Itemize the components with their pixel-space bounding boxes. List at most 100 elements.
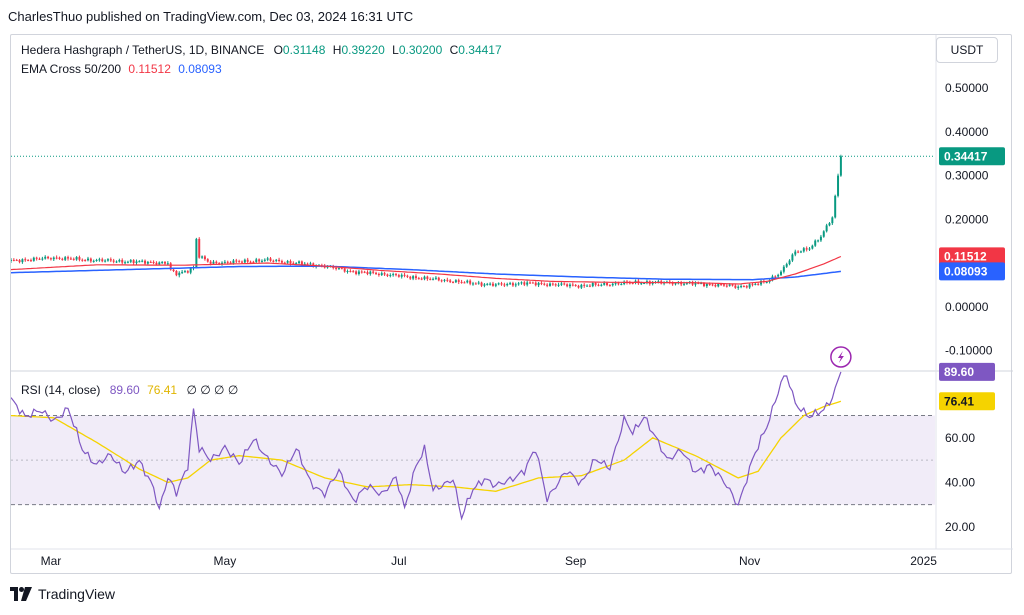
- candle-body: [226, 261, 229, 263]
- candle-body: [152, 261, 155, 263]
- candle-body: [586, 285, 589, 287]
- candle-body: [603, 283, 606, 285]
- candle-body: [206, 259, 209, 262]
- time-tick-label: Sep: [565, 554, 587, 568]
- candle-body: [751, 284, 754, 286]
- candle-body: [697, 283, 700, 285]
- candle-body: [414, 276, 417, 279]
- candle-body: [229, 262, 232, 264]
- candle-body: [831, 217, 834, 224]
- high-label: H: [332, 43, 342, 57]
- candle-body: [591, 283, 594, 287]
- candle-body: [494, 284, 497, 286]
- candle-body: [568, 284, 571, 287]
- candle-body: [805, 248, 808, 250]
- candle-body: [298, 261, 301, 264]
- candle-body: [546, 284, 549, 286]
- candle-body: [463, 282, 466, 284]
- candle-body: [745, 286, 748, 288]
- candle-body: [355, 271, 358, 274]
- candle-body: [135, 261, 138, 263]
- candle-body: [343, 268, 346, 272]
- chart-frame[interactable]: 0.500000.400000.300000.200000.100000.000…: [10, 34, 1013, 575]
- candle-body: [685, 282, 688, 284]
- candle-body: [491, 283, 494, 286]
- candle-body: [241, 261, 243, 263]
- candle-body: [708, 283, 711, 285]
- candle-body: [35, 257, 38, 259]
- candle-body: [711, 284, 714, 286]
- candle-body: [608, 285, 611, 287]
- candle-body: [486, 283, 489, 285]
- candle-body: [837, 175, 840, 196]
- candle-body: [49, 258, 52, 260]
- candle-body: [606, 283, 609, 286]
- candle-body: [72, 258, 75, 260]
- candle-body: [67, 257, 70, 259]
- tradingview-footer[interactable]: TradingView: [10, 586, 115, 602]
- price-tick-label: -0.10000: [945, 344, 993, 358]
- candle-body: [594, 283, 597, 285]
- candle-body: [551, 283, 554, 285]
- candle-body: [628, 282, 631, 284]
- candle-body: [104, 260, 107, 262]
- time-tick-label: Jul: [391, 554, 406, 568]
- candle-body: [620, 284, 623, 286]
- open-label: O: [273, 43, 283, 57]
- candle-body: [280, 261, 283, 263]
- candle-body: [614, 283, 617, 285]
- candle-body: [346, 271, 349, 273]
- candle-body: [41, 258, 44, 260]
- ema50-value: 0.11512: [128, 62, 171, 76]
- currency-button[interactable]: USDT: [936, 37, 998, 63]
- rsi-tick-label: 20.00: [945, 520, 975, 534]
- candle-body: [477, 282, 480, 284]
- rsi-tag: 89.60: [944, 365, 974, 379]
- symbol-name[interactable]: Hedera Hashgraph / TetherUS, 1D, BINANCE: [21, 43, 265, 57]
- time-tick-label: 2025: [910, 554, 937, 568]
- candle-body: [352, 271, 355, 273]
- candle-body: [380, 273, 383, 276]
- time-tick-label: Nov: [739, 554, 760, 568]
- candle-body: [372, 271, 375, 273]
- candle-body: [218, 263, 221, 265]
- candle-body: [252, 261, 255, 263]
- candle-body: [169, 263, 172, 270]
- candle-body: [392, 274, 395, 276]
- rsi-tick-label: 60.00: [945, 431, 975, 445]
- rsi-label: RSI (14, close): [21, 383, 101, 397]
- rsi-ma-tag: 76.41: [944, 394, 974, 408]
- candle-body: [263, 259, 266, 261]
- candle-body: [272, 260, 275, 262]
- candle-body: [32, 257, 35, 261]
- candle-body: [149, 261, 152, 263]
- candle-body: [121, 260, 124, 263]
- candle-body: [563, 283, 566, 285]
- ema50-line: [11, 255, 842, 285]
- candle-body: [412, 276, 415, 279]
- candle-body: [737, 286, 740, 288]
- candle-body: [700, 283, 703, 285]
- close-label: C: [449, 43, 459, 57]
- chart-canvas[interactable]: 0.500000.400000.300000.200000.100000.000…: [11, 35, 1013, 575]
- candle-body: [434, 277, 437, 279]
- candle-body: [777, 274, 780, 277]
- candle-body: [369, 271, 372, 275]
- candle-body: [731, 284, 734, 286]
- lightning-icon: [830, 346, 852, 368]
- candle-body: [278, 259, 281, 262]
- ema-legend[interactable]: EMA Cross 50/200 0.11512 0.08093: [21, 62, 222, 76]
- candle-body: [366, 271, 369, 275]
- candle-body: [460, 281, 463, 283]
- candle-body: [543, 283, 546, 285]
- ema200-value: 0.08093: [178, 62, 222, 76]
- ema200-line: [11, 265, 841, 281]
- ema-label: EMA Cross 50/200: [21, 62, 122, 76]
- rsi-legend[interactable]: RSI (14, close) 89.60 76.41 ∅ ∅ ∅ ∅: [21, 383, 238, 397]
- candle-body: [814, 240, 817, 246]
- candle-body: [714, 284, 717, 287]
- candle-body: [631, 282, 634, 284]
- candle-body: [269, 258, 272, 261]
- candle-body: [540, 282, 543, 284]
- candle-body: [300, 261, 303, 265]
